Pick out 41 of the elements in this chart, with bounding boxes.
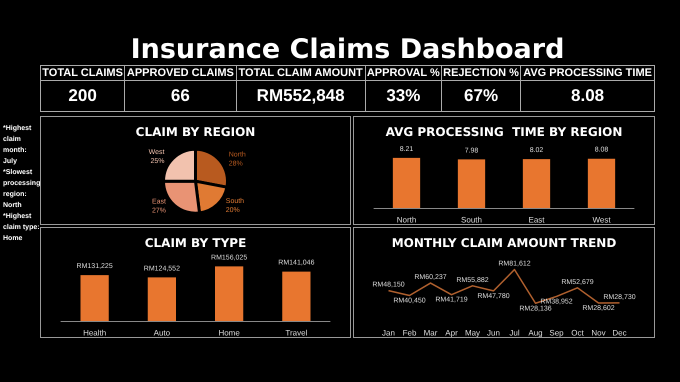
bar (148, 277, 176, 321)
category-label: TOTAL CLAIMS (40, 66, 125, 80)
chart-title: AVG PROCESSING TIME BY REGION (386, 125, 622, 139)
category-label: REJECTION % (441, 66, 521, 80)
x-tick-label: Mar (424, 328, 438, 338)
x-tick-label: West (592, 216, 612, 224)
text: 67% (464, 86, 498, 105)
text: Insurance Claims Dashboard (130, 34, 566, 66)
text: 33% (386, 86, 420, 105)
x-tick-label: Nov (591, 328, 606, 338)
text: 200 (68, 86, 97, 105)
x-tick-label: Health (83, 328, 106, 338)
x-tick-label: Auto (154, 328, 171, 338)
x-tick-label: East (528, 216, 546, 224)
x-tick-label: Apr (445, 328, 458, 338)
category-label: AVG PROCESSING TIME (520, 66, 654, 80)
x-tick-label: Travel (285, 328, 308, 338)
x-tick-label: Jan (382, 328, 395, 338)
category-label: APPROVED CLAIMS (124, 66, 236, 80)
chart-title: MONTHLY CLAIM AMOUNT TREND (392, 236, 616, 250)
x-tick-label: South (461, 216, 482, 224)
x-tick-label: Aug (528, 328, 543, 338)
bar (80, 275, 109, 321)
x-tick-label: North (396, 216, 416, 224)
x-tick-label: Jul (509, 328, 520, 338)
x-tick-label: Feb (402, 328, 417, 338)
chart-title: CLAIM BY TYPE (144, 236, 246, 250)
x-tick-label: Dec (612, 328, 627, 338)
category-label: TOTAL CLAIM AMOUNT (236, 66, 366, 80)
x-tick-label: May (464, 328, 480, 338)
bar (215, 266, 244, 321)
text: 8.08 (571, 86, 604, 105)
text: 66 (170, 86, 190, 105)
chart-title: CLAIM BY REGION (136, 125, 256, 139)
bar (282, 272, 310, 321)
category-label: APPROVAL % (365, 66, 442, 80)
x-tick-label: Jun (487, 328, 500, 338)
x-tick-label: Home (218, 328, 240, 338)
x-tick-label: Sep (549, 328, 564, 338)
x-tick-label: Oct (571, 328, 584, 338)
text: RM552,848 (256, 86, 345, 105)
